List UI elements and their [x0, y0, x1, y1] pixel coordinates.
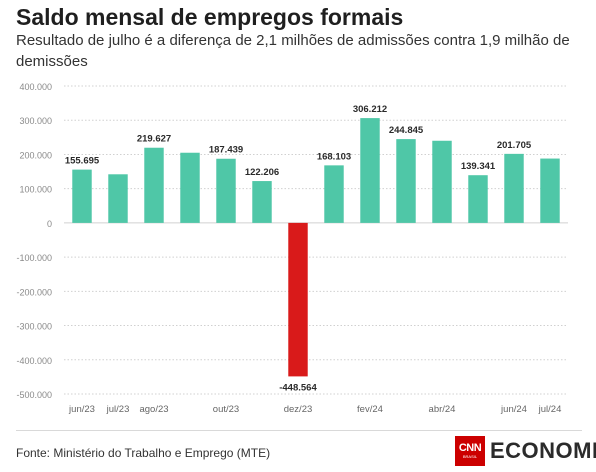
data-label: 139.341: [461, 161, 496, 172]
y-tick-label: -100.000: [16, 253, 52, 263]
y-tick-label: 400.000: [19, 82, 52, 92]
bar-chart: 400.000 300.000 200.000 100.000 0 -100.000 -20…: [16, 82, 568, 415]
y-tick-label: 100.000: [19, 185, 52, 195]
bar: [252, 181, 272, 223]
data-label: 244.845: [389, 125, 424, 136]
x-tick-label: jul/24: [538, 404, 562, 415]
x-tick-label: jun/23: [68, 404, 95, 415]
bar: [180, 152, 200, 223]
data-label: 155.695: [65, 156, 100, 167]
data-label: 306.212: [353, 104, 387, 115]
y-tick-label: 0: [47, 219, 52, 229]
source-note: Fonte: Ministério do Trabalho e Emprego …: [16, 446, 271, 460]
y-tick-label: -300.000: [16, 322, 52, 332]
x-tick-label: ago/23: [139, 404, 168, 415]
bar: [468, 175, 488, 223]
y-tick-label: -500.000: [16, 390, 52, 400]
data-label: 187.439: [209, 145, 243, 156]
economia-wordmark: ECONOMIA: [490, 438, 596, 463]
data-label: -448.564: [279, 382, 317, 393]
chart-title: Saldo mensal de empregos formais: [16, 4, 404, 30]
cnn-logo-subtext: BRASIL: [462, 454, 478, 459]
bar: [144, 147, 164, 223]
y-tick-label: -400.000: [16, 356, 52, 366]
bar: [324, 165, 344, 223]
chart-subtitle: Resultado de julho é a diferença de 2,1 …: [16, 32, 570, 70]
y-tick-label: -200.000: [16, 287, 52, 297]
bar: [504, 153, 524, 223]
x-tick-label: dez/23: [284, 404, 313, 415]
y-tick-label: 300.000: [19, 116, 52, 126]
data-label: 168.103: [317, 151, 351, 162]
bar: [540, 158, 560, 223]
bar: [288, 222, 308, 377]
data-label: 201.705: [497, 140, 532, 151]
bar: [72, 169, 92, 223]
x-tick-label: abr/24: [429, 404, 456, 415]
data-label: 219.627: [137, 134, 171, 145]
data-label: 122.206: [245, 167, 279, 178]
footer-divider: [16, 430, 582, 431]
cnn-economia-logo: CNN BRASIL ECONOMIA: [455, 436, 596, 466]
x-tick-label: jul/23: [106, 404, 130, 415]
cnn-logo-text: CNN: [458, 442, 482, 454]
bar: [216, 158, 236, 223]
y-axis-ticks: 400.000 300.000 200.000 100.000 0 -100.000 -20…: [16, 82, 52, 400]
bar: [360, 118, 380, 223]
cnn-logo-icon: CNN BRASIL: [455, 436, 485, 466]
x-tick-label: out/23: [213, 404, 239, 415]
bar: [108, 174, 128, 223]
x-tick-label: jun/24: [500, 404, 527, 415]
x-tick-label: fev/24: [357, 404, 383, 415]
bar: [396, 139, 416, 223]
grid-lines: [64, 85, 568, 395]
bars: [72, 118, 560, 377]
x-axis-ticks: jun/23 jul/23 ago/23 out/23 dez/23 fev/24 abr/…: [68, 404, 561, 415]
bar: [432, 140, 452, 223]
y-tick-label: 200.000: [19, 150, 52, 160]
